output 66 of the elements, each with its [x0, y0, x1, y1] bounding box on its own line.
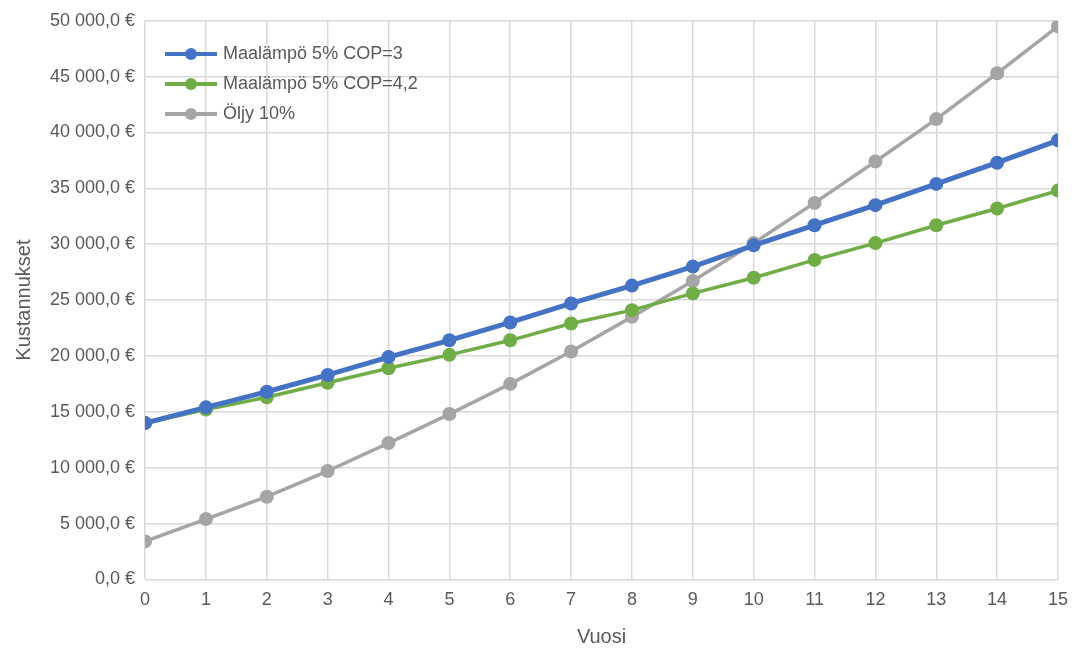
point: [929, 176, 944, 191]
point: [564, 296, 579, 311]
x-tick-label: 7: [566, 589, 577, 610]
x-tick-label: 9: [687, 589, 698, 610]
point: [503, 315, 518, 330]
x-tick-label: 3: [322, 589, 333, 610]
y-axis-title: Kustannukset: [11, 239, 34, 361]
point: [320, 367, 335, 382]
point: [990, 201, 1005, 216]
x-tick-label: 15: [1047, 589, 1068, 610]
point: [685, 259, 700, 274]
point: [807, 195, 822, 210]
point: [259, 384, 274, 399]
y-tick-label: 35 000,0 €: [50, 177, 136, 198]
y-tick-label: 10 000,0 €: [50, 456, 136, 477]
point: [868, 154, 883, 169]
point: [259, 489, 274, 504]
point: [320, 464, 335, 479]
point: [807, 252, 822, 267]
point: [990, 66, 1005, 81]
point: [685, 286, 700, 301]
point: [381, 350, 396, 365]
x-tick-label: 6: [505, 589, 516, 610]
point: [868, 198, 883, 213]
y-tick-label: 30 000,0 €: [50, 233, 136, 254]
point: [442, 333, 457, 348]
legend-label: Öljy 10%: [223, 103, 296, 125]
point: [381, 436, 396, 451]
x-tick-label: 11: [805, 589, 824, 610]
point: [564, 344, 579, 359]
y-tick-label: 20 000,0 €: [50, 344, 136, 365]
point: [564, 316, 579, 331]
y-tick-label: 0,0 €: [95, 568, 136, 589]
point: [198, 512, 213, 527]
legend-label: Maalämpö 5% COP=3: [223, 43, 403, 65]
point: [807, 218, 822, 233]
x-tick-label: 1: [200, 589, 211, 610]
point: [442, 347, 457, 362]
y-tick-label: 45 000,0 €: [50, 65, 136, 86]
x-tick-label: 8: [626, 589, 637, 610]
point: [990, 155, 1005, 170]
point: [685, 274, 700, 289]
y-tick-label: 5 000,0 €: [60, 512, 136, 533]
x-tick-label: 10: [743, 589, 764, 610]
y-tick-label: 50 000,0 €: [50, 9, 136, 30]
x-axis-title: Vuosi: [576, 624, 627, 647]
x-tick-label: 5: [444, 589, 455, 610]
legend-label: Maalämpö 5% COP=4,2: [223, 73, 418, 95]
x-tick-label: 14: [987, 589, 1008, 610]
x-tick-label: 12: [865, 589, 886, 610]
point: [929, 112, 944, 127]
point: [503, 376, 518, 391]
point: [442, 407, 457, 422]
y-tick-label: 40 000,0 €: [50, 121, 136, 142]
x-tick-label: 4: [383, 589, 394, 610]
x-tick-label: 0: [140, 589, 151, 610]
x-tick-label: 2: [261, 589, 272, 610]
point: [624, 278, 639, 293]
y-tick-label: 25 000,0 €: [50, 289, 136, 310]
point: [929, 218, 944, 233]
point: [503, 333, 518, 348]
point: [746, 270, 761, 285]
x-tick-label: 13: [926, 589, 947, 610]
point: [868, 236, 883, 251]
point: [624, 303, 639, 318]
y-tick-label: 15 000,0 €: [50, 400, 136, 421]
